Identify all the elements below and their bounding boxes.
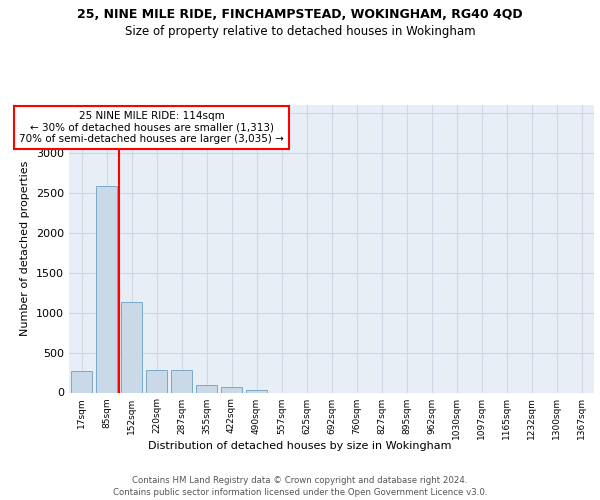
Text: Contains HM Land Registry data © Crown copyright and database right 2024.: Contains HM Land Registry data © Crown c…	[132, 476, 468, 485]
Bar	[121, 302, 142, 392]
Text: Contains public sector information licensed under the Open Government Licence v3: Contains public sector information licen…	[113, 488, 487, 497]
Bar	[196, 386, 217, 392]
Text: Distribution of detached houses by size in Wokingham: Distribution of detached houses by size …	[148, 441, 452, 451]
Y-axis label: Number of detached properties: Number of detached properties	[20, 161, 31, 336]
Bar	[146, 370, 167, 392]
Bar	[71, 371, 92, 392]
Text: 25 NINE MILE RIDE: 114sqm
← 30% of detached houses are smaller (1,313)
70% of se: 25 NINE MILE RIDE: 114sqm ← 30% of detac…	[19, 111, 284, 144]
Bar	[221, 388, 242, 392]
Bar	[246, 390, 267, 392]
Text: Size of property relative to detached houses in Wokingham: Size of property relative to detached ho…	[125, 25, 475, 38]
Bar	[171, 370, 192, 392]
Bar	[96, 186, 117, 392]
Text: 25, NINE MILE RIDE, FINCHAMPSTEAD, WOKINGHAM, RG40 4QD: 25, NINE MILE RIDE, FINCHAMPSTEAD, WOKIN…	[77, 8, 523, 20]
